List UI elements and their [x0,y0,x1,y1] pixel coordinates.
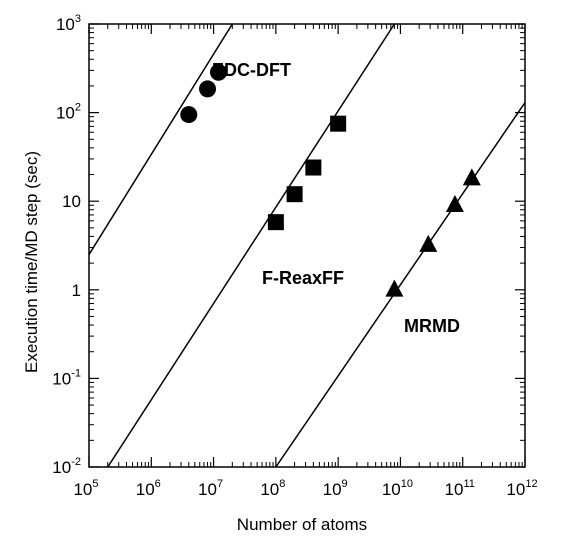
x-tick-label: 105 [73,478,98,499]
y-tick-label: 10-1 [52,367,81,388]
x-axis-title: Number of atoms [237,515,367,534]
mrmd-point [419,234,438,252]
y-tick-label: 10-2 [52,456,81,477]
y-tick-label: 10 [62,192,81,211]
mrmd-fit-line [275,102,525,467]
edc-dft-point [210,63,228,81]
x-tick-label: 1011 [445,478,475,499]
x-tick-label: 1010 [382,478,413,499]
edc-dft-label: EDC-DFT [212,60,291,80]
edc-dft-point [180,106,198,124]
mrmd-point [462,168,481,186]
edc-dft-fit-line [89,24,233,255]
x-tick-label: 107 [198,478,223,499]
x-tick-label: 106 [136,478,161,499]
plot-frame [88,23,526,468]
x-tick-label: 1012 [506,478,537,499]
f-reaxff-point [286,186,303,203]
f-reaxff-point [330,115,347,132]
f-reaxff-point [305,159,322,176]
edc-dft-point [199,80,217,98]
mrmd-label: MRMD [404,316,460,336]
x-tick-label: 109 [323,478,348,499]
y-tick-label: 1 [72,281,81,300]
x-tick-label: 108 [260,478,285,499]
f-reaxff-fit-line [107,24,396,467]
mrmd-point [445,195,464,213]
f-reaxff-point [267,214,284,231]
y-tick-label: 103 [56,13,81,34]
mrmd-point [385,279,404,297]
y-tick-label: 102 [56,102,81,123]
f-reaxff-label: F-ReaxFF [262,268,344,288]
y-axis-title: Execution time/MD step (sec) [22,151,41,373]
